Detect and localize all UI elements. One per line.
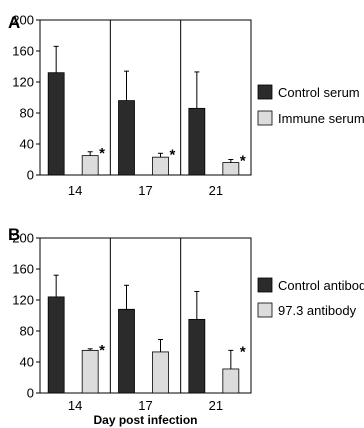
y-tick-label: 160 bbox=[12, 262, 34, 277]
legend-label: Control antibody bbox=[278, 278, 364, 293]
significance-marker: * bbox=[240, 153, 246, 170]
legend-label: Immune serum bbox=[278, 111, 364, 126]
y-tick-label: 160 bbox=[12, 44, 34, 59]
bar bbox=[188, 318, 206, 394]
panel-label: B bbox=[8, 225, 20, 244]
bar bbox=[188, 107, 206, 176]
y-tick-label: 80 bbox=[20, 324, 34, 339]
significance-marker: * bbox=[170, 146, 176, 163]
bar bbox=[81, 349, 99, 394]
significance-marker: * bbox=[99, 342, 105, 359]
y-tick-label: 80 bbox=[20, 106, 34, 121]
bar bbox=[47, 296, 65, 394]
bar bbox=[222, 162, 240, 176]
bar bbox=[47, 72, 65, 176]
x-tick-label: 14 bbox=[68, 398, 82, 413]
x-axis-label: Day post infection bbox=[93, 413, 197, 427]
bar bbox=[152, 351, 169, 394]
bar bbox=[118, 100, 135, 176]
y-tick-label: 0 bbox=[27, 168, 34, 183]
bar bbox=[222, 368, 240, 394]
y-tick-label: 40 bbox=[20, 355, 34, 370]
x-tick-label: 14 bbox=[68, 183, 82, 198]
y-tick-label: 200 bbox=[12, 13, 34, 28]
y-tick-label: 120 bbox=[12, 293, 34, 308]
bar bbox=[81, 155, 99, 176]
significance-marker: * bbox=[99, 145, 105, 162]
y-tick-label: 120 bbox=[12, 75, 34, 90]
significance-marker: * bbox=[240, 343, 246, 360]
legend-label: Control serum bbox=[278, 85, 360, 100]
bar bbox=[152, 156, 169, 176]
y-tick-label: 200 bbox=[12, 231, 34, 246]
legend-swatch bbox=[257, 110, 273, 126]
x-tick-label: 17 bbox=[138, 183, 152, 198]
y-tick-label: 40 bbox=[20, 137, 34, 152]
x-tick-label: 21 bbox=[209, 183, 223, 198]
legend-label: 97.3 antibody bbox=[278, 303, 357, 318]
plot-frame bbox=[39, 237, 252, 394]
legend-swatch bbox=[257, 277, 273, 293]
panel-label: A bbox=[8, 13, 20, 32]
legend-swatch bbox=[257, 302, 273, 318]
x-tick-label: 21 bbox=[209, 398, 223, 413]
plot-frame bbox=[39, 19, 252, 176]
bar bbox=[118, 308, 135, 394]
y-tick-label: 0 bbox=[27, 386, 34, 401]
x-tick-label: 17 bbox=[138, 398, 152, 413]
legend-swatch bbox=[257, 84, 273, 100]
